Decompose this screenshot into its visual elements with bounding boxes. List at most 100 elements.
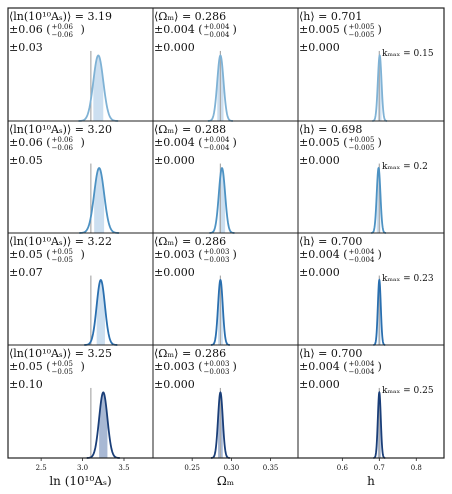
panel-shift-label: ±0.10 <box>9 378 43 391</box>
panel-error-label: ±0.003 ( <box>154 248 203 261</box>
panel-shift-label: ±0.000 <box>299 266 340 279</box>
x-tick-label: 0.6 <box>337 464 349 472</box>
panel-r0-c0 <box>78 50 119 122</box>
panel-r2-c0 <box>84 275 118 346</box>
panel-mean-label: ⟨ln(10¹⁰Aₛ)⟩ = 3.22 <box>9 235 112 248</box>
posterior-curve <box>373 278 386 346</box>
posterior-curve <box>79 167 120 234</box>
posterior-curve <box>373 390 386 459</box>
panel-error-down: −0.05 <box>52 256 73 264</box>
posterior-curve <box>209 166 235 234</box>
panel-r3-c1 <box>210 387 230 459</box>
panel-error-label: ±0.004 ( <box>154 136 203 149</box>
panel-mean-label: ⟨ln(10¹⁰Aₛ)⟩ = 3.20 <box>9 123 112 136</box>
posterior-band <box>94 168 105 233</box>
kmax-label: kₘₐₓ = 0.25 <box>382 386 434 396</box>
x-tick-label: 0.30 <box>224 464 240 472</box>
panel-mean-label: ⟨h⟩ = 0.701 <box>299 10 362 23</box>
panel-error-label: ±0.004 ( <box>154 23 203 36</box>
panel-error-paren: ) <box>81 23 85 36</box>
panel-error-label: ±0.005 ( <box>299 136 348 149</box>
panel-r1-c2 <box>371 163 387 234</box>
panel-shift-label: ±0.03 <box>9 41 43 54</box>
panel-r0-c2 <box>372 50 388 122</box>
x-tick-label: 3.5 <box>118 464 129 472</box>
x-tick-label: 0.8 <box>411 464 422 472</box>
x-tick-label: 0.25 <box>184 464 200 472</box>
panel-error-up: +0.004 <box>204 23 230 31</box>
panel-error-paren: ) <box>81 136 85 149</box>
posterior-curve <box>78 54 119 122</box>
panel-r3-c0 <box>86 387 120 459</box>
posterior-curve <box>207 54 233 122</box>
x-tick-label: 2.5 <box>36 464 47 472</box>
panel-error-paren: ) <box>81 248 85 261</box>
posterior-curve <box>210 391 230 459</box>
panel-error-up: +0.05 <box>52 248 73 256</box>
x-axis-label: ln (10¹⁰Aₛ) <box>49 474 111 488</box>
panel-r3-c2 <box>373 387 386 459</box>
panel-error-label: ±0.06 ( <box>9 23 51 36</box>
panel-error-paren: ) <box>81 360 85 373</box>
posterior-band <box>99 392 108 458</box>
posterior-curve <box>84 279 118 346</box>
x-axis-label: h <box>367 474 375 488</box>
kmax-label: kₘₐₓ = 0.23 <box>382 274 434 284</box>
panel-r2-c2 <box>373 275 386 346</box>
panel-error-down: −0.003 <box>204 368 230 376</box>
panel-mean-label: ⟨ln(10¹⁰Aₛ)⟩ = 3.25 <box>9 347 112 360</box>
panel-mean-label: ⟨ln(10¹⁰Aₛ)⟩ = 3.19 <box>9 10 112 23</box>
figure-frame <box>7 7 445 459</box>
panel-error-down: −0.004 <box>349 256 375 264</box>
x-tick-label: 0.35 <box>263 464 279 472</box>
panel-error-up: +0.004 <box>204 136 230 144</box>
panel-error-down: −0.004 <box>204 144 230 152</box>
panel-shift-label: ±0.000 <box>154 154 195 167</box>
panel-error-label: ±0.05 ( <box>9 248 51 261</box>
panel-error-up: +0.005 <box>349 23 375 31</box>
panel-shift-label: ±0.000 <box>154 41 195 54</box>
panel-error-label: ±0.004 ( <box>299 248 348 261</box>
panel-error-down: −0.005 <box>349 144 375 152</box>
posterior-band <box>93 55 104 121</box>
panel-mean-label: ⟨h⟩ = 0.700 <box>299 347 362 360</box>
panel-shift-label: ±0.000 <box>299 154 340 167</box>
panel-error-paren: ) <box>233 248 237 261</box>
posterior-band <box>96 280 105 345</box>
panel-mean-label: ⟨h⟩ = 0.700 <box>299 235 362 248</box>
panel-shift-label: ±0.000 <box>154 266 195 279</box>
panel-error-up: +0.06 <box>52 136 74 144</box>
x-tick-label: 3.0 <box>77 464 88 472</box>
panel-error-label: ±0.06 ( <box>9 136 51 149</box>
panel-error-down: −0.003 <box>204 256 230 264</box>
panel-error-up: +0.004 <box>349 248 375 256</box>
panel-r2-c1 <box>210 275 230 346</box>
panel-error-paren: ) <box>378 136 382 149</box>
panel-shift-label: ±0.000 <box>299 378 340 391</box>
panel-mean-label: ⟨Ωₘ⟩ = 0.286 <box>154 235 226 248</box>
panel-r1-c1 <box>209 163 235 234</box>
panel-error-up: +0.003 <box>204 360 230 368</box>
panel-error-paren: ) <box>378 248 382 261</box>
x-axis-label: Ωₘ <box>217 474 234 488</box>
panel-r0-c1 <box>207 50 233 122</box>
panel-error-paren: ) <box>233 360 237 373</box>
posterior-curve <box>86 391 120 459</box>
panel-error-label: ±0.005 ( <box>299 23 348 36</box>
panel-mean-label: ⟨Ωₘ⟩ = 0.286 <box>154 10 226 23</box>
kmax-label: kₘₐₓ = 0.15 <box>382 49 434 59</box>
panel-error-up: +0.05 <box>52 360 73 368</box>
panel-error-down: −0.004 <box>204 31 230 39</box>
panel-error-paren: ) <box>233 136 237 149</box>
posterior-curve <box>372 54 388 122</box>
panel-shift-label: ±0.000 <box>299 41 340 54</box>
panel-error-paren: ) <box>378 360 382 373</box>
panel-error-down: −0.06 <box>52 31 74 39</box>
panel-error-label: ±0.05 ( <box>9 360 51 373</box>
panel-error-paren: ) <box>378 23 382 36</box>
panel-error-up: +0.005 <box>349 136 375 144</box>
kmax-label: kₘₐₓ = 0.2 <box>382 162 428 172</box>
panel-error-paren: ) <box>233 23 237 36</box>
panel-mean-label: ⟨h⟩ = 0.698 <box>299 123 362 136</box>
